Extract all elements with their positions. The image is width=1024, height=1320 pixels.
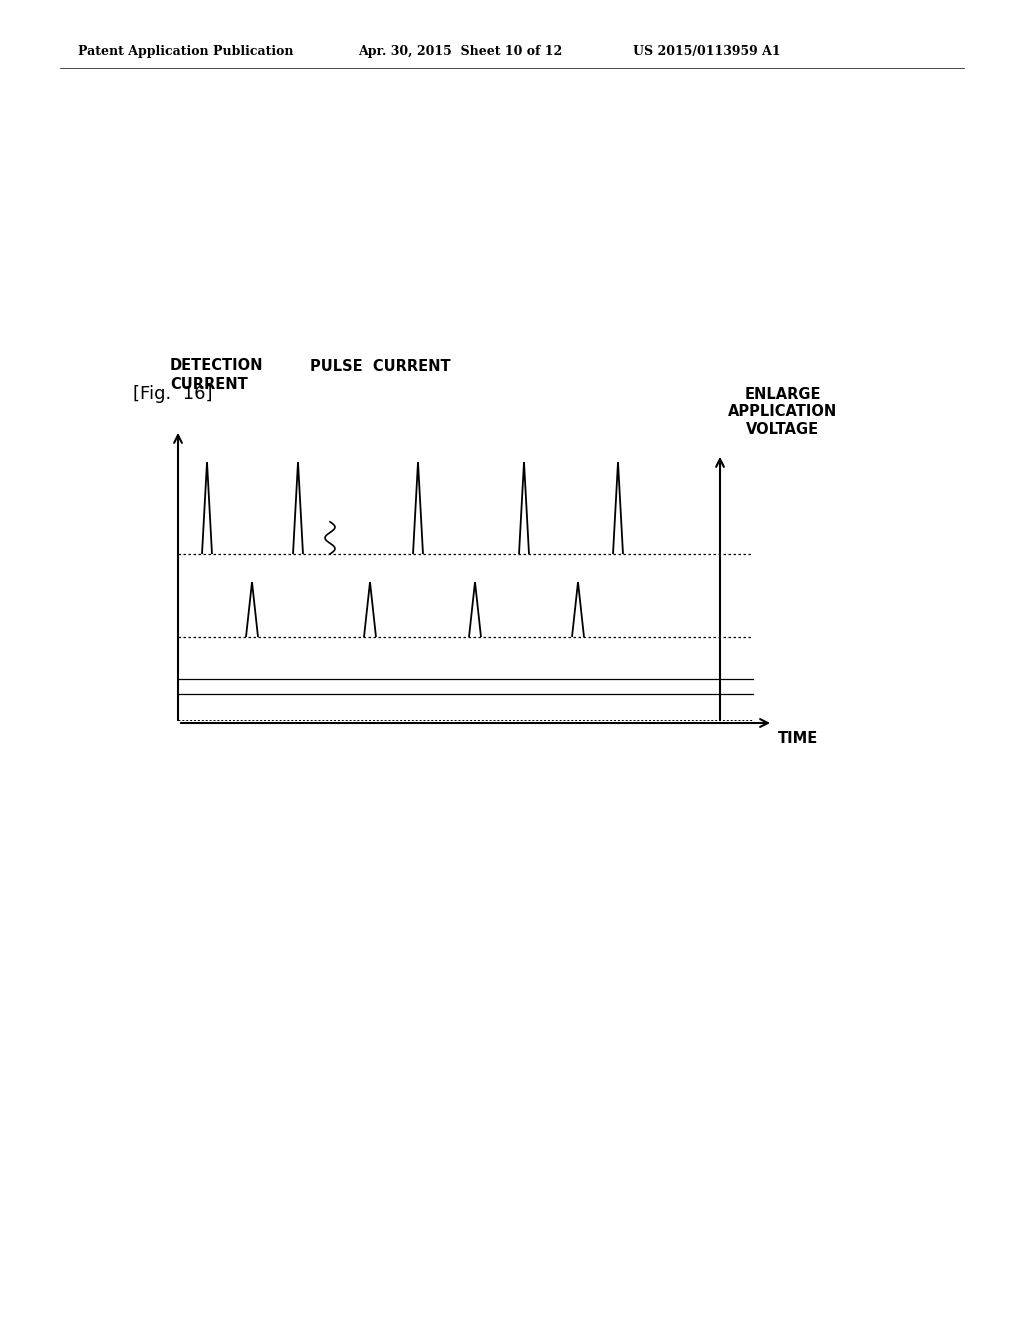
Text: [Fig.  16]: [Fig. 16] [133, 385, 213, 403]
Text: US 2015/0113959 A1: US 2015/0113959 A1 [633, 45, 780, 58]
Text: DETECTION
CURRENT: DETECTION CURRENT [170, 359, 263, 392]
Text: Patent Application Publication: Patent Application Publication [78, 45, 294, 58]
Text: TIME: TIME [778, 731, 818, 746]
Text: PULSE  CURRENT: PULSE CURRENT [310, 359, 451, 374]
Text: Apr. 30, 2015  Sheet 10 of 12: Apr. 30, 2015 Sheet 10 of 12 [358, 45, 562, 58]
Text: ENLARGE
APPLICATION
VOLTAGE: ENLARGE APPLICATION VOLTAGE [728, 387, 838, 437]
